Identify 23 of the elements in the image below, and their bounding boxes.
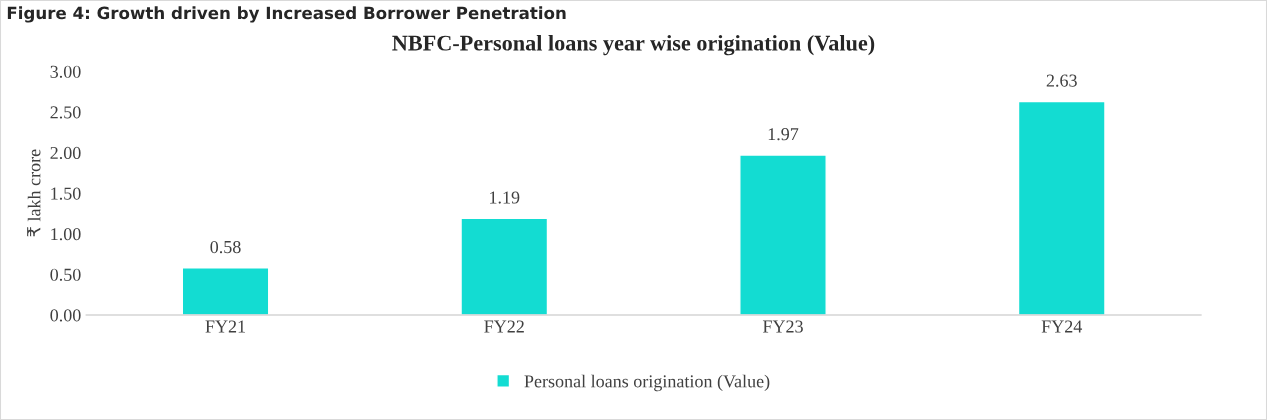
chart-title: NBFC-Personal loans year wise origination (Value) bbox=[392, 34, 875, 56]
x-tick-label: FY21 bbox=[205, 320, 246, 333]
text: 2.63 bbox=[1046, 74, 1077, 87]
x-tick-label: FY22 bbox=[484, 320, 524, 333]
y-tick-label: 2.00 bbox=[50, 146, 81, 160]
y-axis-title: ₹ lakh crore bbox=[27, 149, 41, 237]
x-tick-label: FY23 bbox=[762, 320, 803, 333]
legend-label: Personal loans origination (Value) bbox=[524, 374, 770, 392]
bar bbox=[181, 267, 270, 315]
y-tick-label: 2.50 bbox=[50, 106, 81, 119]
x-tick-label: FY24 bbox=[1041, 320, 1083, 333]
text: 0.58 bbox=[210, 240, 241, 254]
y-tick-label: 1.00 bbox=[51, 228, 81, 241]
y-tick-label: 3.00 bbox=[50, 65, 81, 78]
text: 1.97 bbox=[768, 128, 799, 141]
text: 1.19 bbox=[490, 191, 520, 204]
bar bbox=[739, 154, 827, 315]
bar bbox=[460, 217, 549, 315]
y-tick-label: 0.50 bbox=[50, 268, 81, 281]
bar bbox=[1017, 100, 1106, 315]
y-tick-label: 0.00 bbox=[50, 309, 81, 322]
caption: Figure 4: Growth driven by Increased Borrower Penetration bbox=[7, 6, 566, 23]
y-tick-label: 1.50 bbox=[51, 187, 81, 200]
